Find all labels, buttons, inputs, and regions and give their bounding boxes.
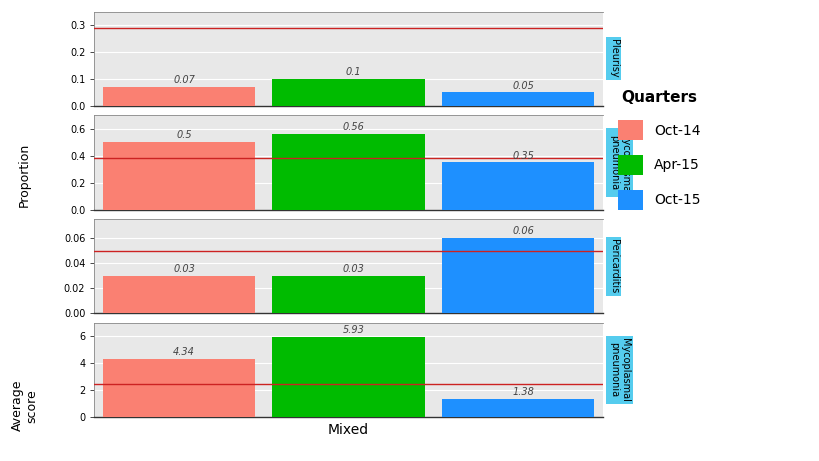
Legend: Oct-14, Apr-15, Oct-15: Oct-14, Apr-15, Oct-15: [617, 90, 699, 210]
Bar: [441, 92, 594, 106]
Text: Pericarditis: Pericarditis: [608, 239, 618, 293]
Bar: [272, 79, 424, 106]
Bar: [102, 359, 255, 417]
Bar: [102, 142, 255, 210]
Text: 0.35: 0.35: [512, 151, 533, 160]
Text: Mycoplasmal
pneumonia: Mycoplasmal pneumonia: [608, 338, 630, 402]
Text: 0.5: 0.5: [176, 130, 192, 140]
Text: 0.56: 0.56: [342, 122, 364, 132]
Text: 1.38: 1.38: [512, 387, 533, 397]
Bar: [102, 276, 255, 313]
Bar: [441, 162, 594, 210]
Text: Proportion: Proportion: [18, 143, 31, 207]
Text: 0.1: 0.1: [346, 67, 361, 77]
Bar: [441, 238, 594, 313]
Text: Average
score: Average score: [11, 380, 38, 431]
Bar: [272, 134, 424, 210]
Text: Pleurisy: Pleurisy: [608, 39, 618, 78]
Text: Mycoplasmal
pneumonia: Mycoplasmal pneumonia: [608, 130, 630, 195]
Bar: [272, 337, 424, 417]
Bar: [441, 399, 594, 417]
Text: 0.03: 0.03: [173, 264, 195, 274]
Text: 5.93: 5.93: [342, 325, 364, 336]
Text: 0.07: 0.07: [173, 75, 195, 85]
Text: 0.03: 0.03: [342, 264, 364, 274]
Bar: [272, 276, 424, 313]
Text: 0.05: 0.05: [512, 81, 533, 90]
Bar: [102, 87, 255, 106]
Text: 4.34: 4.34: [173, 347, 195, 357]
Text: 0.06: 0.06: [512, 226, 533, 236]
